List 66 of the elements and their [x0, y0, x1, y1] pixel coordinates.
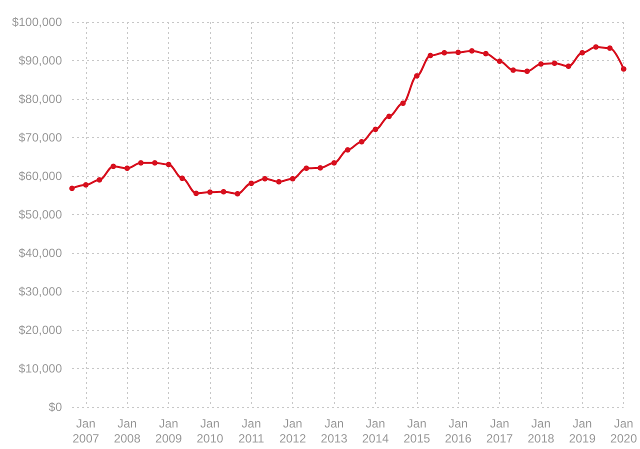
- point: [607, 45, 613, 51]
- point: [166, 162, 172, 168]
- y-tick-label: $0: [48, 400, 62, 414]
- point: [152, 160, 158, 166]
- x-tick-label: Jan 2017: [486, 416, 514, 446]
- point: [248, 180, 254, 186]
- point: [220, 189, 226, 195]
- y-tick-label: $70,000: [18, 130, 62, 144]
- point: [331, 160, 337, 166]
- point: [538, 61, 544, 67]
- y-tick-label: $40,000: [18, 246, 62, 260]
- x-tick-label: Jan 2007: [72, 416, 100, 446]
- x-tick-label: Jan 2019: [568, 416, 596, 446]
- point: [262, 176, 268, 182]
- point: [179, 176, 185, 182]
- x-tick-label: Jan 2016: [444, 416, 472, 446]
- point: [372, 126, 378, 132]
- point: [524, 68, 530, 74]
- point: [207, 189, 213, 195]
- point: [69, 186, 75, 192]
- x-tick-label: Jan 2011: [238, 416, 265, 446]
- point: [593, 44, 599, 50]
- point: [469, 48, 475, 54]
- point: [83, 182, 89, 188]
- point: [304, 166, 310, 172]
- point: [276, 179, 282, 185]
- y-tick-label: $30,000: [18, 284, 62, 298]
- point: [483, 50, 489, 56]
- x-tick-label: Jan 2018: [528, 416, 555, 446]
- y-tick-label: $50,000: [18, 208, 62, 222]
- x-tick-label: Jan 2014: [362, 416, 390, 446]
- x-tick-label: Jan 2009: [155, 416, 182, 446]
- point: [318, 165, 324, 171]
- point: [138, 160, 144, 166]
- point: [455, 50, 461, 56]
- point: [620, 66, 626, 72]
- point: [124, 166, 130, 172]
- point: [580, 50, 586, 56]
- point: [234, 190, 240, 196]
- point: [400, 100, 406, 106]
- point: [428, 52, 434, 58]
- point: [414, 73, 420, 79]
- x-tick-label: Jan 2012: [279, 416, 306, 446]
- point: [96, 177, 102, 183]
- y-tick-label: $60,000: [18, 169, 62, 183]
- x-tick-label: Jan 2010: [196, 416, 224, 446]
- point: [442, 50, 448, 56]
- y-tick-label: $100,000: [12, 15, 62, 29]
- y-tick-label: $80,000: [18, 92, 62, 106]
- point: [386, 114, 392, 120]
- point: [344, 147, 350, 153]
- y-tick-label: $10,000: [18, 362, 62, 376]
- point: [496, 58, 502, 64]
- x-tick-label: Jan 2020: [610, 416, 638, 446]
- point: [193, 190, 199, 196]
- point: [510, 67, 516, 73]
- point: [110, 164, 116, 170]
- x-tick-label: Jan 2008: [114, 416, 141, 446]
- y-tick-label: $90,000: [18, 54, 62, 68]
- point: [552, 60, 558, 66]
- point: [566, 64, 572, 70]
- point: [358, 138, 364, 144]
- x-tick-label: Jan 2015: [403, 416, 430, 446]
- point: [290, 176, 296, 182]
- x-tick-label: Jan 2013: [320, 416, 348, 446]
- y-tick-label: $20,000: [18, 323, 62, 337]
